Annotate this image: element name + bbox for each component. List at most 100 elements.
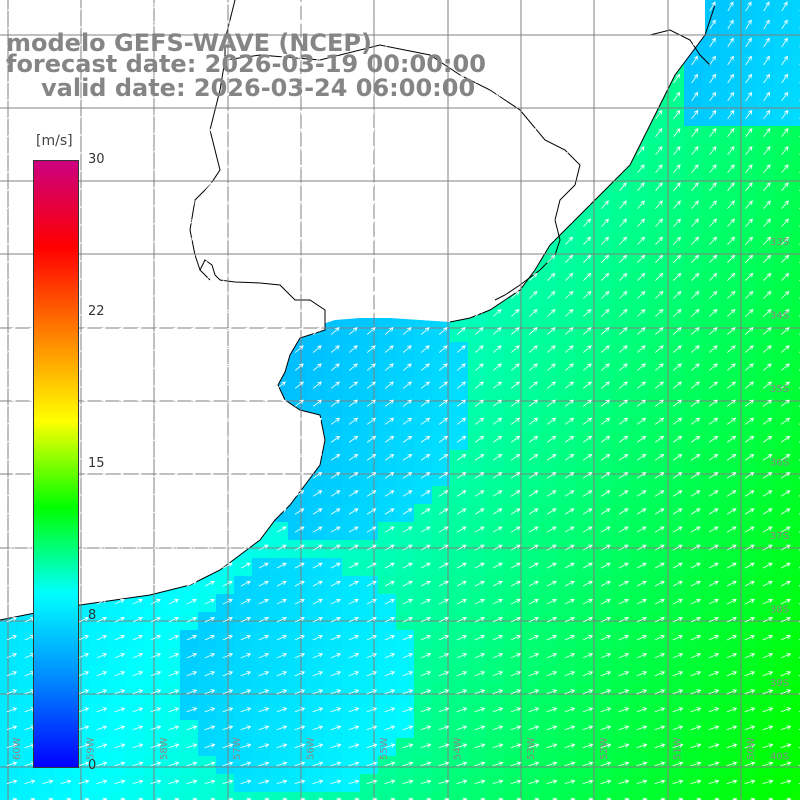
wind-arrow — [150, 290, 160, 299]
wind-arrow — [600, 454, 611, 461]
wind-arrow — [385, 109, 393, 120]
wind-arrow — [132, 562, 143, 569]
wind-arrow — [276, 435, 287, 443]
wind-arrow — [258, 508, 269, 515]
wind-arrow — [564, 399, 575, 407]
wind-arrow — [349, 19, 356, 30]
wind-arrow — [79, 182, 87, 192]
wind-arrow — [150, 598, 161, 605]
wind-arrow — [564, 435, 575, 443]
wind-arrow — [223, 164, 231, 174]
wind-arrow — [133, 91, 141, 102]
wind-arrow — [78, 544, 89, 551]
wind-arrow — [637, 55, 644, 66]
wind-arrow — [276, 399, 287, 407]
wind-arrow — [186, 653, 198, 659]
wind-arrow — [780, 381, 790, 389]
wind-arrow — [600, 472, 611, 479]
wind-arrow — [726, 779, 738, 785]
wind-arrow — [349, 218, 357, 228]
wind-arrow — [618, 381, 628, 389]
wind-arrow — [547, 37, 554, 48]
wind-arrow — [744, 616, 756, 623]
wind-arrow — [533, 797, 540, 800]
wind-arrow — [96, 761, 108, 767]
wind-arrow — [672, 653, 684, 659]
wind-arrow — [781, 146, 789, 156]
wind-arrow — [259, 1, 266, 12]
wind-arrow — [348, 399, 359, 407]
wind-arrow — [690, 544, 701, 551]
wind-arrow — [511, 146, 519, 156]
wind-arrow — [691, 236, 700, 246]
wind-arrow — [564, 290, 574, 299]
wind-arrow — [690, 562, 701, 569]
wind-arrow — [97, 272, 106, 281]
wind-arrow — [529, 200, 537, 210]
wind-arrow — [385, 127, 393, 138]
wind-arrow — [240, 345, 250, 353]
wind-arrow — [6, 526, 17, 533]
wind-arrow — [7, 19, 14, 30]
wind-arrow — [655, 73, 663, 84]
wind-arrow — [258, 417, 269, 425]
wind-arrow — [276, 381, 286, 389]
wind-arrow — [240, 743, 252, 749]
wind-arrow — [438, 381, 448, 389]
wind-arrow — [780, 309, 790, 317]
wind-arrow — [457, 272, 466, 281]
wind-arrow — [601, 19, 608, 30]
wind-arrow — [493, 236, 502, 246]
wind-arrow — [619, 109, 627, 120]
wind-arrow — [636, 689, 648, 695]
wind-arrow — [259, 146, 267, 156]
wind-arrow — [295, 182, 303, 192]
wind-arrow — [222, 689, 234, 695]
wind-arrow — [583, 236, 592, 246]
wind-arrow — [438, 526, 449, 533]
wind-arrow — [169, 200, 177, 210]
wind-arrow — [277, 164, 285, 174]
wind-arrow — [456, 345, 466, 353]
wind-arrow — [313, 37, 320, 48]
wind-arrow — [367, 236, 376, 246]
wind-arrow — [672, 417, 683, 425]
wind-arrow — [420, 761, 432, 767]
wind-arrow — [6, 671, 18, 677]
wind-arrow — [456, 381, 466, 389]
wind-arrow — [763, 73, 771, 84]
wind-arrow — [600, 580, 611, 587]
wind-arrow — [511, 236, 520, 246]
wind-arrow — [6, 598, 17, 605]
wind-arrow — [330, 725, 342, 731]
wind-cell — [792, 90, 800, 108]
wind-arrow — [151, 254, 160, 263]
wind-arrow — [438, 309, 448, 317]
wind-arrow — [637, 91, 645, 102]
wind-arrow — [150, 580, 161, 587]
wind-arrow — [187, 73, 195, 84]
wind-arrow — [348, 635, 360, 641]
wind-arrow — [402, 779, 414, 785]
wind-arrow — [241, 146, 249, 156]
wind-arrow — [259, 73, 267, 84]
wind-arrow — [132, 761, 144, 767]
wind-arrow — [439, 109, 447, 120]
wind-arrow — [204, 725, 216, 731]
colorbar-tick-15: 15 — [88, 456, 105, 471]
lon-label: 50W — [746, 737, 757, 760]
wind-arrow — [312, 417, 323, 425]
wind-arrow — [547, 164, 555, 174]
wind-arrow — [331, 218, 339, 228]
wind-arrow — [402, 653, 414, 659]
wind-arrow — [168, 490, 179, 497]
wind-arrow — [331, 73, 339, 84]
wind-arrow — [492, 761, 504, 767]
wind-arrow — [312, 616, 324, 623]
wind-arrow — [709, 164, 717, 174]
wind-arrow — [223, 146, 231, 156]
wind-arrow — [618, 707, 630, 713]
wind-arrow — [745, 1, 752, 12]
wind-arrow — [438, 472, 449, 479]
wind-arrow — [168, 327, 178, 335]
